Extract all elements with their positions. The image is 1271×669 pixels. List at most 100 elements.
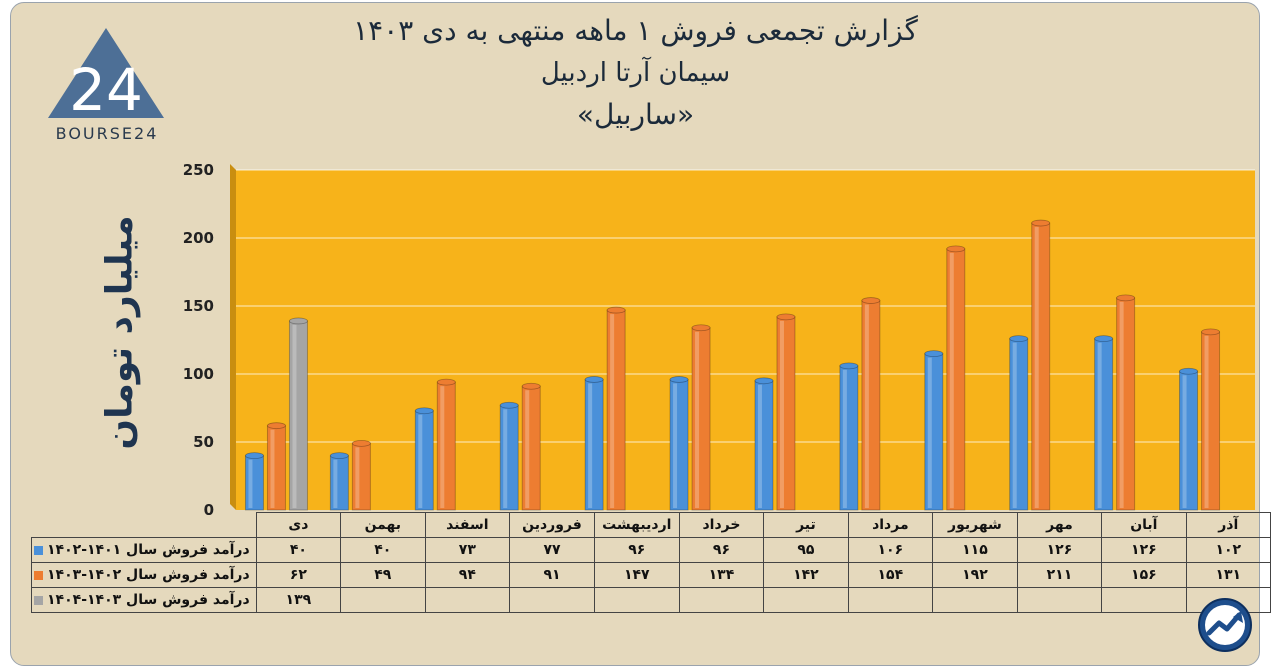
- legend-entry: درآمد فروش سال ۱۴۰۱-۱۴۰۲: [31, 537, 257, 563]
- bar: [351, 439, 371, 511]
- data-label: [932, 587, 1018, 613]
- category-label: آذر: [1185, 512, 1271, 538]
- bar: [946, 245, 966, 511]
- logo-mark: 24: [69, 56, 143, 124]
- bar: [839, 362, 859, 511]
- plot-area: [236, 170, 1255, 510]
- data-label: ۱۵۴: [847, 562, 934, 588]
- category-label: تیر: [763, 512, 849, 538]
- bar: [691, 324, 711, 511]
- data-label: [1016, 587, 1103, 613]
- category-label: شهریور: [932, 512, 1018, 538]
- bar: [924, 350, 944, 511]
- category-label: بهمن: [340, 512, 426, 538]
- data-label: ۹۶: [678, 537, 765, 563]
- data-label: ۱۵۶: [1101, 562, 1187, 588]
- data-label: ۹۴: [424, 562, 511, 588]
- data-label: [847, 587, 934, 613]
- category-label: مهر: [1016, 512, 1103, 538]
- data-label: ۴۰: [340, 537, 426, 563]
- data-label: [340, 587, 426, 613]
- logo-brand: BOURSE24: [55, 124, 159, 143]
- bar: [288, 317, 308, 511]
- category-label: آبان: [1101, 512, 1187, 538]
- data-label: ۹۵: [763, 537, 849, 563]
- chart-symbol: «ساربیل»: [576, 98, 695, 131]
- bar: [1031, 219, 1051, 511]
- plot-side-wall: [230, 164, 236, 510]
- category-label: دی: [255, 512, 342, 538]
- bar: [1116, 294, 1136, 511]
- category-label: اسفند: [424, 512, 511, 538]
- data-label: [509, 587, 595, 613]
- legend-label: درآمد فروش سال ۱۴۰۳-۱۴۰۴: [47, 592, 250, 608]
- data-label: ۱۲۶: [1016, 537, 1103, 563]
- data-label: [1101, 587, 1187, 613]
- data-label: ۴۰: [255, 537, 342, 563]
- bar: [669, 376, 689, 511]
- bar: [861, 297, 881, 511]
- series-row: درآمد فروش سال ۱۴۰۲-۱۴۰۳ ۶۲ ۴۹ ۹۴ ۹۱ ۱۴۷ ۱۳۴ ۱۴…: [31, 562, 1271, 588]
- data-label: ۱۰۲: [1185, 537, 1271, 563]
- trend-badge-icon: [1198, 598, 1252, 652]
- legend-entry: درآمد فروش سال ۱۴۰۲-۱۴۰۳: [31, 562, 257, 588]
- data-label: ۱۳۱: [1185, 562, 1271, 588]
- bar: [776, 313, 796, 511]
- data-label: ۶۲: [255, 562, 342, 588]
- data-label: ۱۳۴: [678, 562, 765, 588]
- y-tick-label: 150: [183, 297, 214, 315]
- data-label: ۴۹: [340, 562, 426, 588]
- bar: [329, 452, 349, 511]
- bar: [1009, 335, 1029, 511]
- data-label: [593, 587, 680, 613]
- legend-entry: درآمد فروش سال ۱۴۰۳-۱۴۰۴: [31, 587, 257, 613]
- y-tick-label: 50: [193, 433, 214, 451]
- bar: [436, 378, 456, 511]
- series-row: درآمد فروش سال ۱۴۰۱-۱۴۰۲ ۴۰ ۴۰ ۷۳ ۷۷ ۹۶ ۹۶ ۹۵ ۱۰…: [31, 537, 1271, 563]
- bar: [754, 377, 774, 511]
- bar: [1094, 335, 1114, 511]
- legend-label: درآمد فروش سال ۱۴۰۲-۱۴۰۳: [47, 567, 250, 583]
- bar: [244, 452, 264, 511]
- legend-label: درآمد فروش سال ۱۴۰۱-۱۴۰۲: [47, 542, 250, 558]
- data-label: ۷۷: [509, 537, 595, 563]
- data-label: ۹۶: [593, 537, 680, 563]
- y-tick-label: 0: [204, 501, 214, 519]
- data-table: دی بهمن اسفند فروردین اردیبهشت خرداد تیر مرداد ش…: [31, 512, 1271, 613]
- data-label: ۱۹۲: [932, 562, 1018, 588]
- legend-swatch: [34, 545, 43, 555]
- legend-swatch: [34, 595, 43, 605]
- data-label: ۱۱۵: [932, 537, 1018, 563]
- chart-subtitle: سیمان آرتا اردبیل: [540, 58, 731, 88]
- chart-title: گزارش تجمعی فروش ۱ ماهه منتهی به دی ۱۴۰۳: [353, 14, 918, 47]
- category-label: اردیبهشت: [593, 512, 680, 538]
- category-row: دی بهمن اسفند فروردین اردیبهشت خرداد تیر مرداد ش…: [32, 512, 1271, 538]
- y-tick-label: 250: [183, 161, 214, 179]
- table-corner: [32, 513, 257, 538]
- data-label: [763, 587, 849, 613]
- data-label: ۱۲۶: [1101, 537, 1187, 563]
- y-tick-label: 200: [183, 229, 214, 247]
- data-label: ۲۱۱: [1016, 562, 1103, 588]
- bar: [266, 422, 286, 511]
- data-label: ۱۰۶: [847, 537, 934, 563]
- data-label: ۱۴۲: [763, 562, 849, 588]
- bar: [521, 382, 541, 511]
- bourse24-logo: 24: [48, 28, 164, 124]
- series-row: درآمد فروش سال ۱۴۰۳-۱۴۰۴ ۱۳۹: [31, 587, 1271, 613]
- bar: [584, 376, 604, 511]
- data-label: [678, 587, 765, 613]
- data-label: ۱۴۷: [593, 562, 680, 588]
- category-label: خرداد: [678, 512, 765, 538]
- data-label: ۹۱: [509, 562, 595, 588]
- data-label: ۷۳: [424, 537, 511, 563]
- bar: [1179, 367, 1199, 511]
- bar: [499, 401, 519, 511]
- category-label: فروردین: [509, 512, 595, 538]
- data-label: [424, 587, 511, 613]
- category-label: مرداد: [847, 512, 934, 538]
- y-tick-label: 100: [183, 365, 214, 383]
- bar: [606, 306, 626, 511]
- bar: [1201, 328, 1221, 511]
